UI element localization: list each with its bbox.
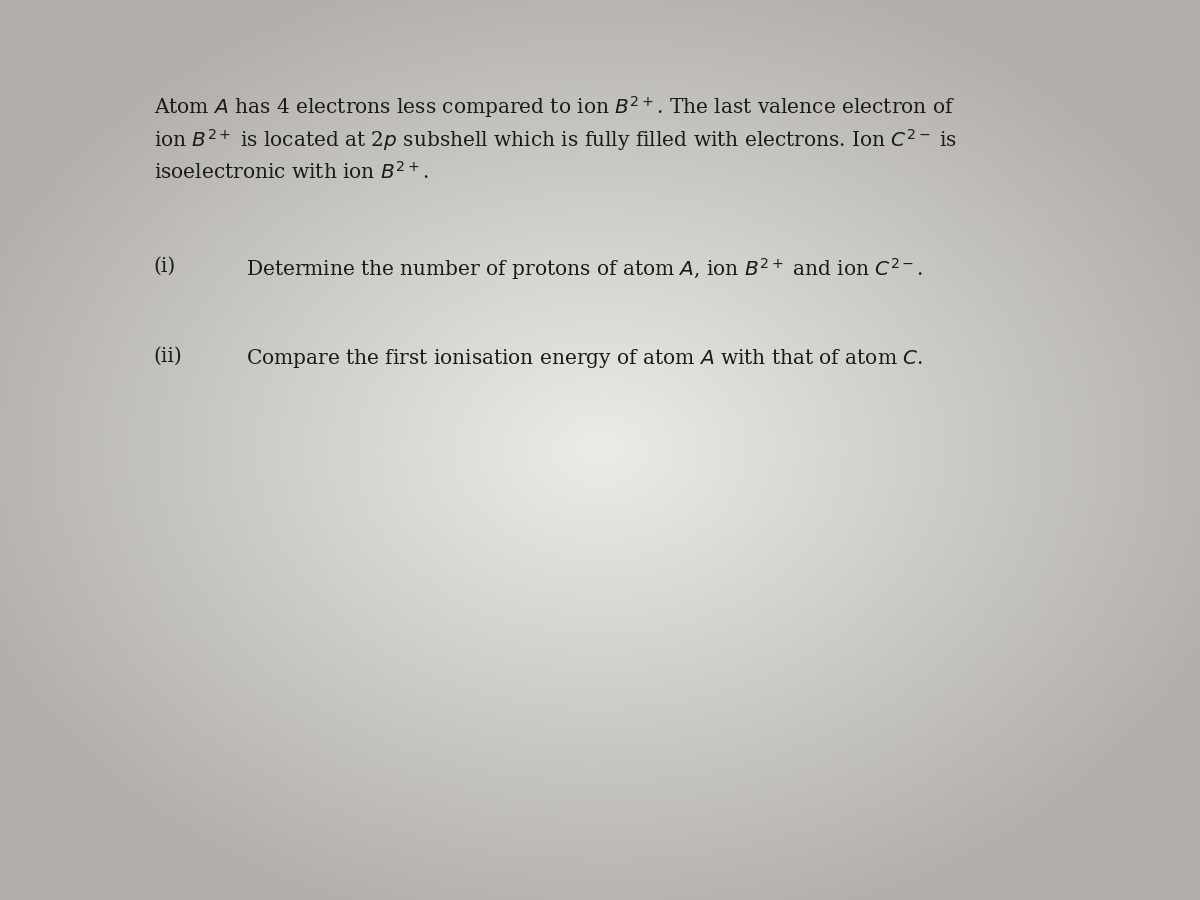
Text: ion $\mathit{B}^{2+}$ is located at 2$\mathit{p}$ subshell which is fully filled: ion $\mathit{B}^{2+}$ is located at 2$\m… xyxy=(154,128,956,153)
Text: (i): (i) xyxy=(154,256,176,275)
Text: (ii): (ii) xyxy=(154,346,182,365)
Text: isoelectronic with ion $\mathit{B}^{2+}$.: isoelectronic with ion $\mathit{B}^{2+}$… xyxy=(154,160,428,183)
Text: Atom $\mathit{A}$ has 4 electrons less compared to ion $\mathit{B}^{2+}$. The la: Atom $\mathit{A}$ has 4 electrons less c… xyxy=(154,94,954,121)
Text: Determine the number of protons of atom $\mathit{A}$, ion $\mathit{B}^{2+}$ and : Determine the number of protons of atom … xyxy=(246,256,923,283)
Text: Compare the first ionisation energy of atom $\mathit{A}$ with that of atom $\mat: Compare the first ionisation energy of a… xyxy=(246,346,923,370)
